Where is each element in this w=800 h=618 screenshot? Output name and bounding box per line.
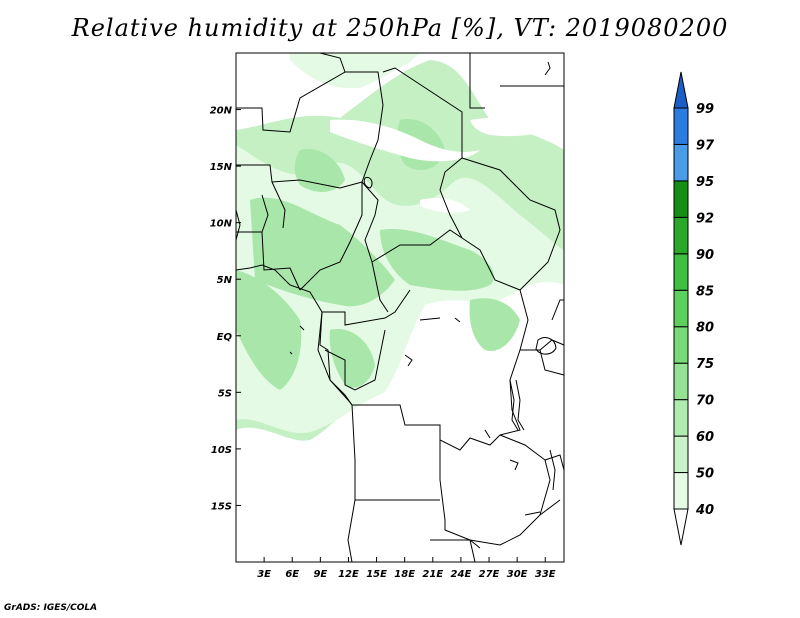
colorbar-label: 95 xyxy=(696,175,714,190)
colorbar-label: 75 xyxy=(696,357,714,372)
colorbar-label: 97 xyxy=(696,138,715,153)
lon-tick-label: 3E xyxy=(257,569,271,580)
lon-tick-label: 21E xyxy=(422,569,443,580)
colorbar-segment xyxy=(673,143,689,182)
colorbar-segment xyxy=(673,472,689,510)
colorbar-segment xyxy=(673,399,689,437)
colorbar-segment xyxy=(673,107,689,145)
country-borders xyxy=(235,52,565,563)
lat-tick-label: 15S xyxy=(211,501,232,512)
colorbar-segment xyxy=(673,435,689,474)
colorbar-label: 40 xyxy=(695,503,714,518)
chart-title: Relative humidity at 250hPa [%], VT: 201… xyxy=(71,14,729,42)
lat-tick-label: 5N xyxy=(217,275,233,286)
lat-tick-label: 5S xyxy=(218,388,232,399)
colorbar-label: 60 xyxy=(696,430,714,445)
lon-tick-label: 18E xyxy=(394,569,415,580)
colorbar-segment xyxy=(673,326,689,364)
lat-tick-label: 20N xyxy=(210,106,233,117)
colorbar-segment xyxy=(673,289,689,328)
colorbar-label: 80 xyxy=(696,321,714,336)
lat-tick-label: 10S xyxy=(211,445,232,456)
colorbar-label: 99 xyxy=(696,102,714,117)
lat-tick-label: 15N xyxy=(210,162,233,173)
colorbar-label: 85 xyxy=(696,284,714,299)
map-panel xyxy=(235,52,565,563)
colorbar-segment xyxy=(673,362,689,401)
latitude-axis: 20N 15N 10N 5N EQ 5S 10S 15S xyxy=(210,106,241,512)
lon-tick-label: 9E xyxy=(313,569,327,580)
lon-tick-label: 33E xyxy=(535,569,556,580)
lon-tick-label: 12E xyxy=(338,569,359,580)
lon-tick-label: 24E xyxy=(451,569,472,580)
longitude-axis: 3E 6E 9E 12E 15E 18E 21E 24E 27E 30E 33E xyxy=(257,557,556,580)
lon-tick-label: 30E xyxy=(507,569,528,580)
colorbar-segment xyxy=(673,216,689,255)
credit-label: GrADS: IGES/COLA xyxy=(4,603,98,613)
colorbar: 40 50 60 70 75 80 85 90 92 95 97 99 xyxy=(673,71,715,546)
colorbar-label: 50 xyxy=(696,467,714,482)
colorbar-label: 70 xyxy=(696,394,714,409)
colorbar-lower-arrow xyxy=(673,508,689,546)
lon-tick-label: 27E xyxy=(479,569,500,580)
colorbar-segment xyxy=(673,180,689,218)
lat-tick-label: 10N xyxy=(210,219,233,230)
colorbar-segment xyxy=(673,253,689,291)
colorbar-upper-arrow xyxy=(673,71,689,109)
map-frame xyxy=(235,52,565,563)
lat-tick-label: EQ xyxy=(217,332,233,343)
colorbar-label: 92 xyxy=(696,211,714,226)
white-gap xyxy=(330,117,555,213)
colorbar-label: 90 xyxy=(696,248,714,263)
lon-tick-label: 15E xyxy=(366,569,387,580)
lon-tick-label: 6E xyxy=(285,569,299,580)
